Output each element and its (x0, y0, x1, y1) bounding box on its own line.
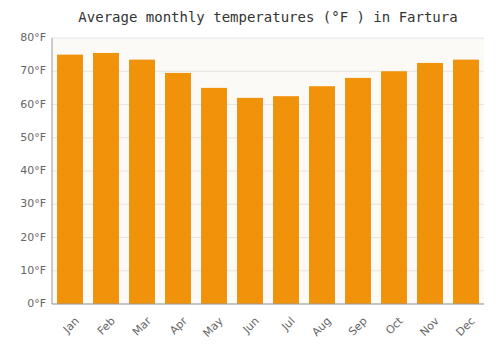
chart-title: Average monthly temperatures (°F ) in Fa… (78, 9, 457, 25)
y-tick-label: 30°F (20, 197, 46, 210)
plot-background (52, 38, 484, 304)
grid-line (52, 38, 484, 39)
y-ticks: 0°F 10°F 20°F 30°F 40°F 50°F 60°F 70°F 80°F (20, 31, 46, 310)
x-tick-label: Jan (60, 315, 82, 337)
bar (201, 88, 227, 304)
bar (237, 98, 263, 304)
x-tick-label: Jul (278, 315, 297, 334)
bar (273, 96, 299, 304)
y-grid (52, 38, 484, 304)
y-axis-line (52, 38, 53, 304)
y-tick-label: 70°F (20, 64, 46, 77)
y-tick-label: 40°F (20, 164, 46, 177)
bar (165, 73, 191, 304)
x-tick-label: Mar (130, 314, 154, 338)
bar (381, 71, 407, 304)
bar (309, 86, 335, 304)
bar (417, 63, 443, 304)
x-tick-label: Oct (383, 314, 406, 337)
x-axis-line (52, 304, 484, 305)
x-tick-label: Dec (454, 315, 478, 339)
x-ticks: Jan Feb Mar Apr May Jun Jul Aug Sep Oct Nov Dec (60, 314, 478, 340)
chart-svg: 0°F 10°F 20°F 30°F 40°F 50°F 60°F 70°F 80°F Jan Fe… (0, 0, 500, 350)
bars (57, 53, 479, 304)
x-tick-label: May (200, 314, 226, 340)
bar (93, 53, 119, 304)
bar (345, 78, 371, 304)
x-tick-label: Jun (240, 315, 262, 337)
y-tick-label: 10°F (20, 264, 46, 277)
chart-container: 0°F 10°F 20°F 30°F 40°F 50°F 60°F 70°F 80°F Jan Fe… (0, 0, 500, 350)
y-tick-label: 60°F (20, 98, 46, 111)
grid-line (52, 304, 484, 305)
y-tick-label: 80°F (20, 31, 46, 44)
bar (57, 55, 83, 304)
x-tick-label: Sep (346, 315, 370, 339)
x-tick-label: Aug (309, 315, 333, 339)
x-tick-label: Feb (95, 315, 118, 338)
y-tick-label: 50°F (20, 131, 46, 144)
bar (129, 60, 155, 304)
y-tick-label: 20°F (20, 231, 46, 244)
x-tick-label: Apr (167, 314, 190, 337)
y-tick-label: 0°F (27, 297, 46, 310)
x-tick-label: Nov (417, 314, 442, 339)
bar (453, 60, 479, 304)
